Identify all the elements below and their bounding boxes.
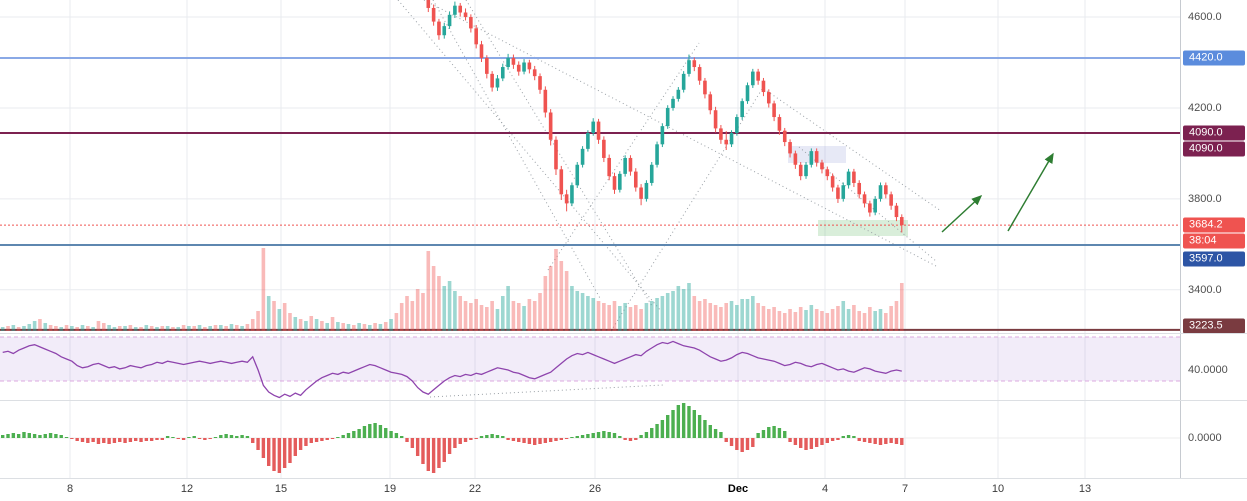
time-axis-label: Dec bbox=[727, 483, 749, 495]
time-axis-label: 10 bbox=[991, 483, 1005, 495]
grid-lines bbox=[69, 401, 1086, 478]
macd-histogram bbox=[1, 403, 904, 473]
price-grid-lines bbox=[0, 16, 1180, 291]
price-axis-label: 3800.0 bbox=[1188, 193, 1222, 205]
time-axis-label: 26 bbox=[588, 483, 602, 495]
highlight-zones bbox=[788, 146, 908, 236]
time-axis-label: 19 bbox=[383, 483, 397, 495]
candlesticks bbox=[426, 0, 904, 233]
time-axis-label: 22 bbox=[468, 483, 482, 495]
price-line-label-4090-b: 4090.0 bbox=[1183, 141, 1245, 157]
price-line-label-3223: 3223.5 bbox=[1183, 318, 1245, 334]
main-price-pane[interactable] bbox=[0, 0, 1180, 333]
time-axis[interactable]: 8 12 15 19 22 26 Dec 4 7 10 13 bbox=[0, 479, 1247, 501]
current-price-label: 3684.2 bbox=[1183, 217, 1245, 233]
pane-separator[interactable] bbox=[0, 478, 1247, 479]
time-axis-label: 4 bbox=[821, 483, 829, 495]
macd-indicator-pane[interactable] bbox=[0, 401, 1180, 478]
trend-arrows[interactable] bbox=[941, 152, 1054, 233]
candle-countdown-label: 38:04 bbox=[1183, 233, 1245, 249]
rsi-trendline[interactable] bbox=[429, 384, 664, 398]
time-axis-label: 8 bbox=[66, 483, 74, 495]
price-line-label-4420: 4420.0 bbox=[1183, 50, 1245, 66]
pane-separator[interactable] bbox=[0, 333, 1247, 334]
horizontal-price-lines[interactable] bbox=[0, 56, 1180, 331]
rsi-line bbox=[2, 340, 902, 399]
rsi-band bbox=[0, 337, 1180, 381]
price-axis-label: 3400.0 bbox=[1188, 284, 1222, 296]
price-axis-label: 4600.0 bbox=[1188, 11, 1222, 23]
rsi-indicator-pane[interactable] bbox=[0, 334, 1180, 400]
price-axis-label: 40.0000 bbox=[1188, 364, 1228, 376]
price-axis-label: 0.0000 bbox=[1188, 432, 1222, 444]
grid-lines bbox=[69, 0, 1086, 333]
time-axis-label: 13 bbox=[1078, 483, 1092, 495]
trendlines[interactable] bbox=[397, 0, 942, 332]
pane-separator[interactable] bbox=[0, 400, 1247, 401]
volume-bars bbox=[0, 248, 904, 331]
price-axis-label: 4200.0 bbox=[1188, 102, 1222, 114]
time-axis-label: 12 bbox=[180, 483, 194, 495]
grid-lines bbox=[69, 334, 1086, 400]
price-axis[interactable]: 4600.0 4200.0 3800.0 3400.0 40.0000 0.0000 442… bbox=[1180, 0, 1247, 479]
price-line-label-4090-a: 4090.0 bbox=[1183, 125, 1245, 141]
time-axis-label: 15 bbox=[274, 483, 288, 495]
time-axis-label: 7 bbox=[901, 483, 909, 495]
price-line-label-3597: 3597.0 bbox=[1183, 251, 1245, 267]
